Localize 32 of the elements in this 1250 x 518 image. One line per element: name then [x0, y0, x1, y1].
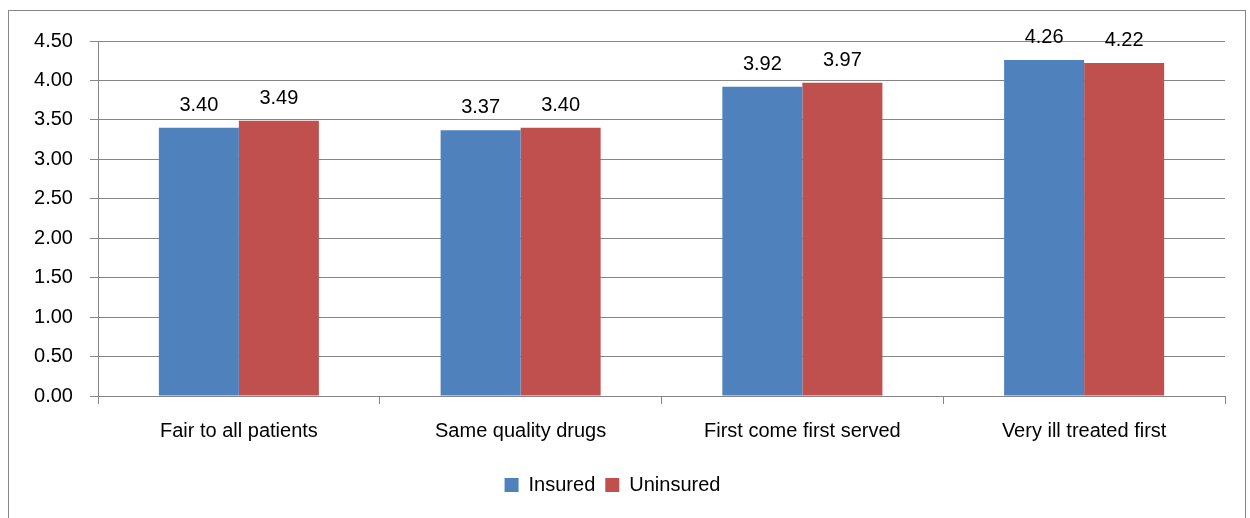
y-tick-label: 0.00	[34, 383, 73, 406]
bar	[440, 130, 521, 396]
y-tick-label: 1.00	[34, 304, 73, 327]
data-label: 4.26	[1024, 24, 1064, 47]
y-tick-label: 0.50	[34, 344, 73, 367]
y-tick-label: 4.00	[34, 67, 73, 90]
bar	[520, 127, 601, 396]
y-tick-label: 2.50	[34, 186, 73, 209]
data-label: 3.40	[541, 92, 581, 115]
legend-label: Uninsured	[629, 472, 721, 495]
data-label: 3.92	[742, 51, 782, 74]
y-tick-label: 3.50	[34, 107, 73, 130]
x-tick-label: Fair to all patients	[159, 418, 318, 441]
bar	[1004, 59, 1085, 396]
y-tick-label: 3.00	[34, 146, 73, 169]
x-tick-label: Very ill treated first	[1001, 418, 1167, 441]
bar	[1084, 63, 1165, 396]
data-label: 4.22	[1104, 28, 1144, 51]
data-label: 3.40	[179, 92, 219, 115]
bar	[722, 86, 803, 396]
data-label: 3.97	[822, 47, 862, 70]
x-tick-label: First come first served	[704, 418, 901, 441]
bar	[158, 127, 239, 396]
y-tick-label: 4.50	[34, 28, 73, 51]
y-tick-label: 2.00	[34, 225, 73, 248]
legend-label: Insured	[528, 472, 596, 495]
bar	[238, 120, 319, 396]
bar	[802, 82, 883, 396]
x-tick-label: Same quality drugs	[435, 418, 607, 441]
data-label: 3.49	[259, 85, 299, 108]
data-label: 3.37	[461, 95, 501, 118]
y-tick-label: 1.50	[34, 265, 73, 288]
